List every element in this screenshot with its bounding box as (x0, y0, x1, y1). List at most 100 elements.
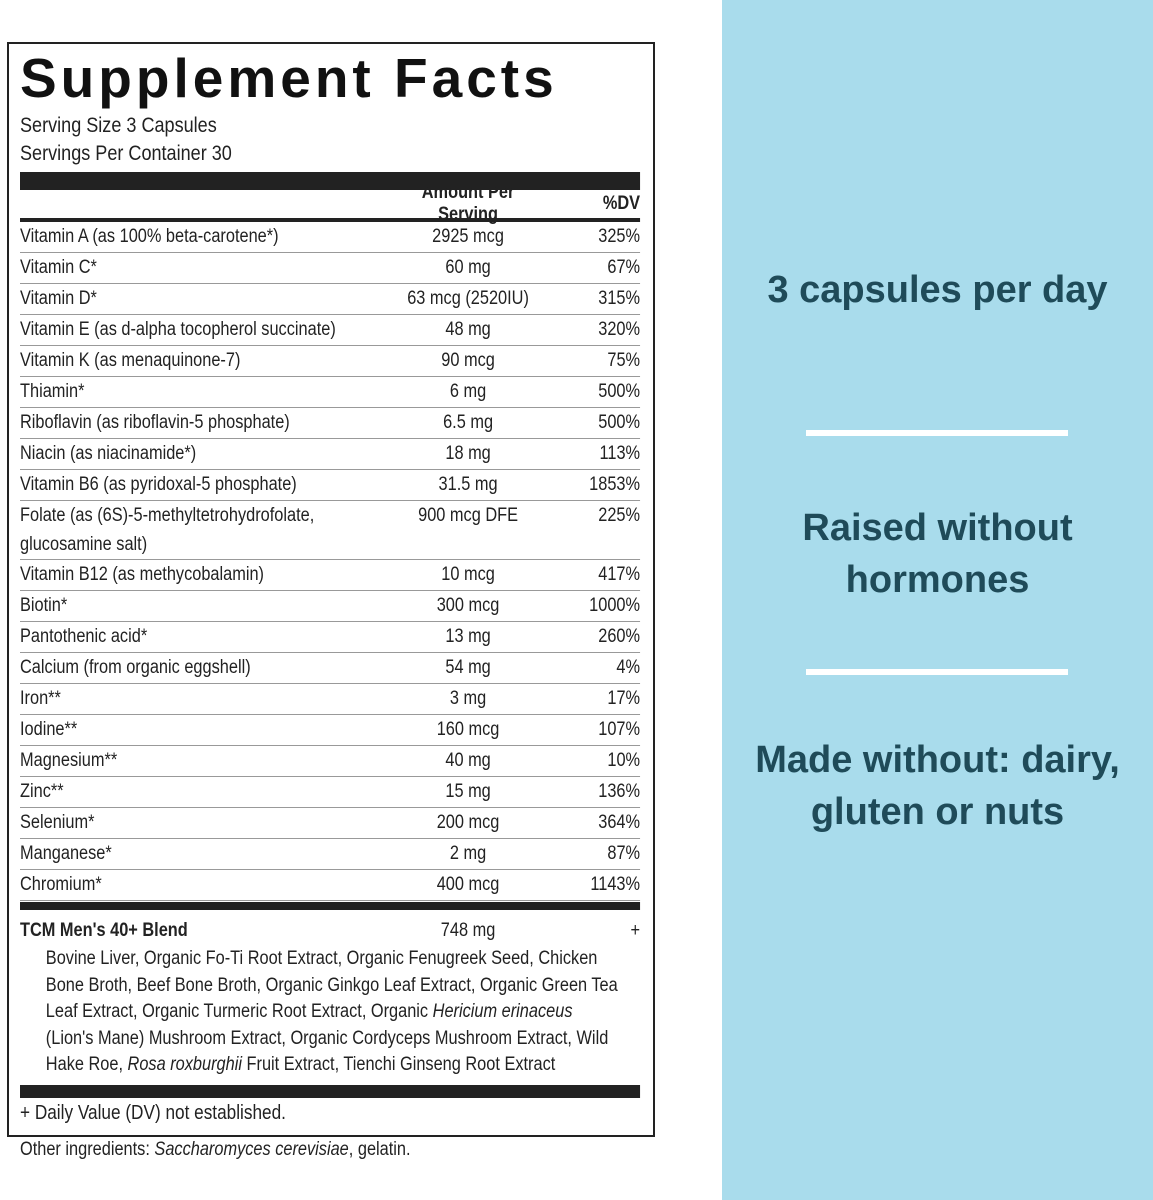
divider (20, 902, 641, 910)
nutrient-row: Vitamin C* 60 mg 67% (20, 253, 641, 284)
servings-per-container: Servings Per Container 30 (20, 142, 232, 165)
nutrient-name: Folate (as (6S)-5-methyltetrohydrofolate… (20, 505, 315, 555)
text-segment: Hericium erinaceus (432, 1001, 573, 1022)
nutrient-dv: 500% (598, 381, 641, 402)
nutrient-amount: 54 mg (445, 657, 491, 678)
nutrient-amount: 31.5 mg (438, 474, 498, 495)
nutrient-row: Biotin* 300 mcg 1000% (20, 591, 641, 622)
nutrient-name: Riboflavin (as riboflavin-5 phosphate) (20, 412, 290, 433)
nutrient-row: Vitamin E (as d-alpha tocopherol succina… (20, 315, 641, 346)
nutrient-row: Vitamin K (as menaquinone-7) 90 mcg 75% (20, 346, 641, 377)
nutrient-row: Vitamin B6 (as pyridoxal-5 phosphate) 31.… (20, 470, 641, 501)
nutrient-dv: 17% (607, 688, 641, 709)
column-headers: Amount Per Serving %DV (20, 182, 641, 225)
text-segment: , gelatin. (348, 1139, 411, 1160)
nutrient-name: Calcium (from organic eggshell) (20, 657, 251, 678)
nutrient-amount: 63 mcg (2520IU) (407, 288, 529, 309)
nutrient-name: Vitamin B6 (as pyridoxal-5 phosphate) (20, 474, 297, 495)
nutrient-name: Vitamin E (as d-alpha tocopherol succina… (20, 319, 336, 340)
nutrient-row: Manganese* 2 mg 87% (20, 839, 641, 870)
nutrient-name: Chromium* (20, 874, 102, 895)
nutrient-row: Zinc** 15 mg 136% (20, 777, 641, 808)
nutrient-rows: Vitamin A (as 100% beta-carotene*) 2925 m… (20, 222, 641, 901)
nutrient-amount: 200 mcg (436, 812, 500, 833)
text-segment: (Lion's Mane) Mushroom Extract, Organic … (45, 1027, 609, 1076)
column-header: Amount Per Serving (421, 182, 515, 225)
nutrient-name: Vitamin C* (20, 257, 97, 278)
nutrient-name: Selenium* (20, 812, 95, 833)
nutrient-dv: 1853% (589, 474, 641, 495)
nutrient-row: Selenium* 200 mcg 364% (20, 808, 641, 839)
nutrient-dv: 417% (598, 564, 641, 585)
other-ingredients: Other ingredients: Saccharomyces cerevis… (20, 1139, 411, 1161)
nutrient-amount: 6 mg (449, 381, 487, 402)
nutrient-row: Vitamin B12 (as methycobalamin) 10 mcg 417… (20, 560, 641, 591)
blend-ingredients: Bovine Liver, Organic Fo-Ti Root Extract… (20, 946, 640, 1079)
nutrient-amount: 18 mg (445, 443, 491, 464)
label-title: Supplement Facts (20, 47, 558, 109)
nutrient-name: Magnesium** (20, 750, 118, 771)
divider (20, 1084, 641, 1098)
nutrient-amount: 40 mg (445, 750, 491, 771)
serving-size: Serving Size 3 Capsules (20, 114, 217, 137)
nutrient-dv: 10% (607, 750, 641, 771)
nutrient-dv: 320% (598, 319, 641, 340)
nutrient-row: Vitamin D* 63 mcg (2520IU) 315% (20, 284, 641, 315)
nutrient-amount: 6.5 mg (443, 412, 494, 433)
nutrient-dv: 75% (607, 350, 641, 371)
nutrient-dv: 315% (598, 288, 641, 309)
nutrient-dv: 225% (598, 505, 641, 526)
label-content: Serving Size 3 Capsules Servings Per Con… (20, 112, 641, 1128)
nutrient-amount: 13 mg (445, 626, 491, 647)
text-segment: Rosa roxburghii (127, 1054, 242, 1075)
nutrient-dv: 136% (598, 781, 641, 802)
text-segment: Fruit Extract, Tienchi Ginseng Root Extr… (241, 1054, 556, 1075)
nutrient-row: Chromium* 400 mcg 1143% (20, 870, 641, 901)
nutrient-row: Vitamin A (as 100% beta-carotene*) 2925 m… (20, 222, 641, 253)
nutrient-name: Manganese* (20, 843, 112, 864)
nutrient-name: Vitamin D* (20, 288, 97, 309)
nutrient-amount: 15 mg (445, 781, 491, 802)
nutrient-name: Vitamin A (as 100% beta-carotene*) (20, 226, 279, 247)
nutrient-name: Niacin (as niacinamide*) (20, 443, 197, 464)
text-segment: Other ingredients: (20, 1139, 155, 1160)
nutrient-amount: 160 mcg (436, 719, 500, 740)
text-segment: Saccharomyces cerevisiae (154, 1139, 349, 1160)
nutrient-row: Thiamin* 6 mg 500% (20, 377, 641, 408)
nutrient-dv: 364% (598, 812, 641, 833)
nutrient-dv: 1000% (589, 595, 641, 616)
nutrient-amount: 90 mcg (441, 350, 495, 371)
nutrient-name: Biotin* (20, 595, 68, 616)
nutrient-amount: 2925 mcg (432, 226, 504, 247)
nutrient-amount: 2 mg (449, 843, 487, 864)
nutrient-row: Folate (as (6S)-5-methyltetrohydrofolate… (20, 501, 641, 560)
nutrient-dv: 107% (598, 719, 641, 740)
nutrient-row: Magnesium** 40 mg 10% (20, 746, 641, 777)
nutrient-dv: 67% (607, 257, 641, 278)
column-header: %DV (602, 193, 641, 214)
nutrient-row: Riboflavin (as riboflavin-5 phosphate) 6.… (20, 408, 641, 439)
label-box (7, 42, 655, 1137)
blend-amount: 748 mg (440, 920, 496, 941)
nutrient-dv: 113% (599, 443, 641, 464)
claim: 3 capsules per day (767, 269, 1108, 311)
nutrient-row: Iron** 3 mg 17% (20, 684, 641, 715)
nutrient-row: Iodine** 160 mcg 107% (20, 715, 641, 746)
nutrient-amount: 48 mg (445, 319, 491, 340)
nutrient-name: Vitamin K (as menaquinone-7) (20, 350, 241, 371)
nutrient-row: Niacin (as niacinamide*) 18 mg 113% (20, 439, 641, 470)
nutrient-amount: 300 mcg (436, 595, 500, 616)
footnote: + Daily Value (DV) not established. (20, 1101, 286, 1124)
claim: Made without: dairy, gluten or nuts (755, 739, 1120, 833)
nutrient-name: Zinc** (20, 781, 64, 802)
nutrient-dv: 260% (598, 626, 641, 647)
nutrient-dv: 325% (598, 226, 641, 247)
separator (806, 669, 1068, 675)
nutrient-dv: 4% (616, 657, 641, 678)
nutrient-name: Vitamin B12 (as methycobalamin) (20, 564, 265, 585)
blend-row: TCM Men's 40+ Blend 748 mg + (20, 910, 640, 946)
nutrient-name: Pantothenic acid* (20, 626, 148, 647)
nutrient-dv: 500% (598, 412, 641, 433)
text-segment: Bovine Liver, Organic Fo-Ti Root Extract… (45, 948, 618, 1022)
